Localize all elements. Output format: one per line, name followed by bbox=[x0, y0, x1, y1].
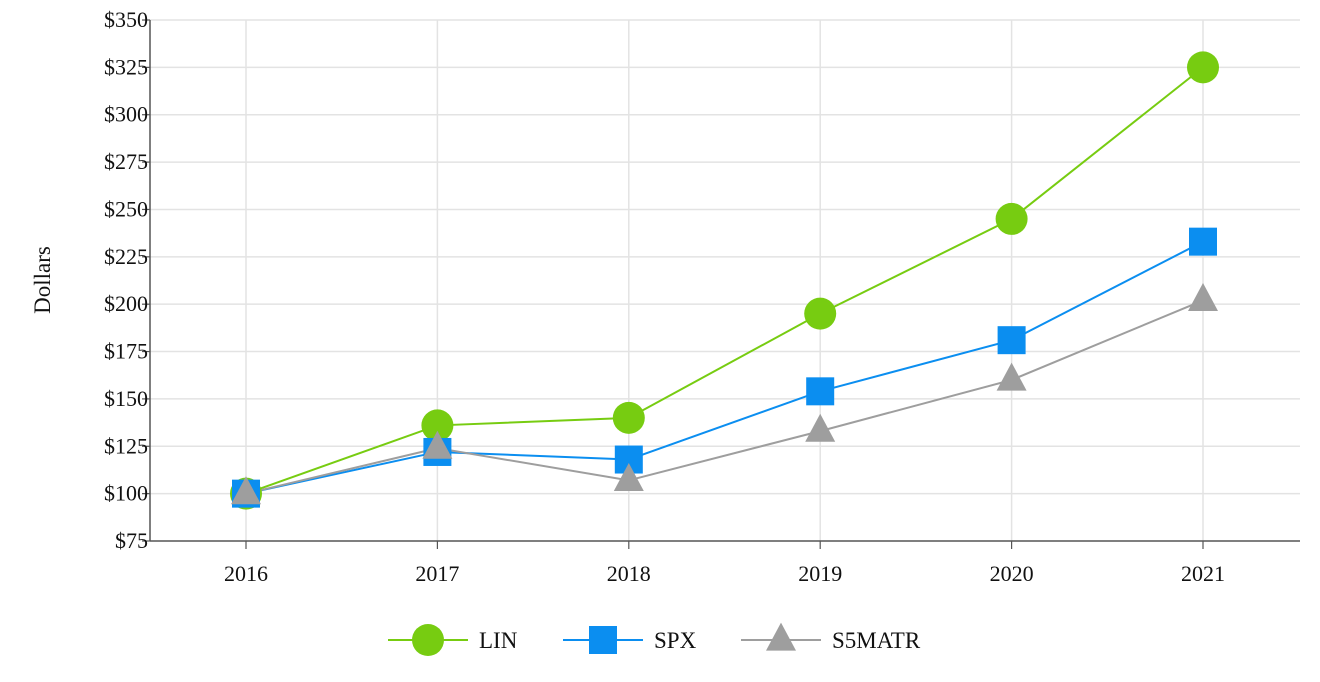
y-tick-label: $225 bbox=[104, 244, 148, 269]
legend-label-lin: LIN bbox=[479, 628, 518, 653]
x-tick-label: 2017 bbox=[415, 561, 459, 586]
y-tick-label: $325 bbox=[104, 54, 148, 79]
x-tick-label: 2018 bbox=[607, 561, 651, 586]
series-line-lin bbox=[245, 66, 1204, 495]
legend-marker-s5matr bbox=[766, 622, 796, 651]
y-tick-label: $350 bbox=[104, 7, 148, 32]
point-lin-2019 bbox=[804, 297, 837, 330]
series-line-s5matr bbox=[245, 299, 1204, 495]
point-s5matr-2017 bbox=[422, 430, 453, 459]
y-tick-label: $275 bbox=[104, 149, 148, 174]
point-s5matr-2019 bbox=[805, 413, 836, 442]
point-s5matr-2021 bbox=[1188, 283, 1218, 312]
series-markers bbox=[230, 51, 1219, 510]
y-tick-label: $200 bbox=[104, 291, 148, 316]
y-tick-label: $175 bbox=[104, 339, 148, 364]
legend-marker-lin bbox=[412, 624, 444, 656]
point-spx-2019 bbox=[806, 377, 835, 406]
x-tick-label: 2019 bbox=[798, 561, 842, 586]
x-tick-label: 2021 bbox=[1181, 561, 1225, 586]
axes bbox=[142, 19, 1300, 549]
point-s5matr-2016 bbox=[231, 476, 261, 505]
point-lin-2020 bbox=[995, 202, 1028, 235]
point-lin-2021 bbox=[1187, 51, 1219, 84]
y-tick-label: $150 bbox=[104, 386, 148, 411]
point-s5matr-2018 bbox=[613, 463, 644, 492]
x-tick-label: 2020 bbox=[990, 561, 1034, 586]
point-spx-2021 bbox=[1189, 227, 1217, 256]
legend: LIN SPX S5MATR bbox=[388, 622, 921, 656]
y-axis-title: Dollars bbox=[30, 246, 55, 314]
y-tick-label: $125 bbox=[104, 433, 148, 458]
y-tick-label: $100 bbox=[104, 481, 148, 506]
series-line-spx bbox=[245, 240, 1204, 495]
point-lin-2018 bbox=[612, 401, 645, 434]
point-spx-2020 bbox=[997, 326, 1026, 355]
legend-label-s5matr: S5MATR bbox=[832, 628, 921, 653]
legend-label-spx: SPX bbox=[654, 628, 697, 653]
series-lines bbox=[245, 66, 1204, 495]
point-lin-2017 bbox=[421, 409, 454, 442]
x-tick-labels: 2016 2017 2018 2019 2020 2021 bbox=[224, 561, 1225, 586]
point-s5matr-2020 bbox=[996, 362, 1027, 391]
x-tick-label: 2016 bbox=[224, 561, 268, 586]
y-tick-label: $250 bbox=[104, 196, 148, 221]
legend-marker-spx bbox=[589, 626, 617, 654]
y-tick-label: $75 bbox=[115, 528, 148, 553]
y-tick-label: $300 bbox=[104, 102, 148, 127]
y-tick-labels: $75 $100 $125 $150 $175 $200 $225 $250 $275 $300 $… bbox=[104, 7, 148, 553]
